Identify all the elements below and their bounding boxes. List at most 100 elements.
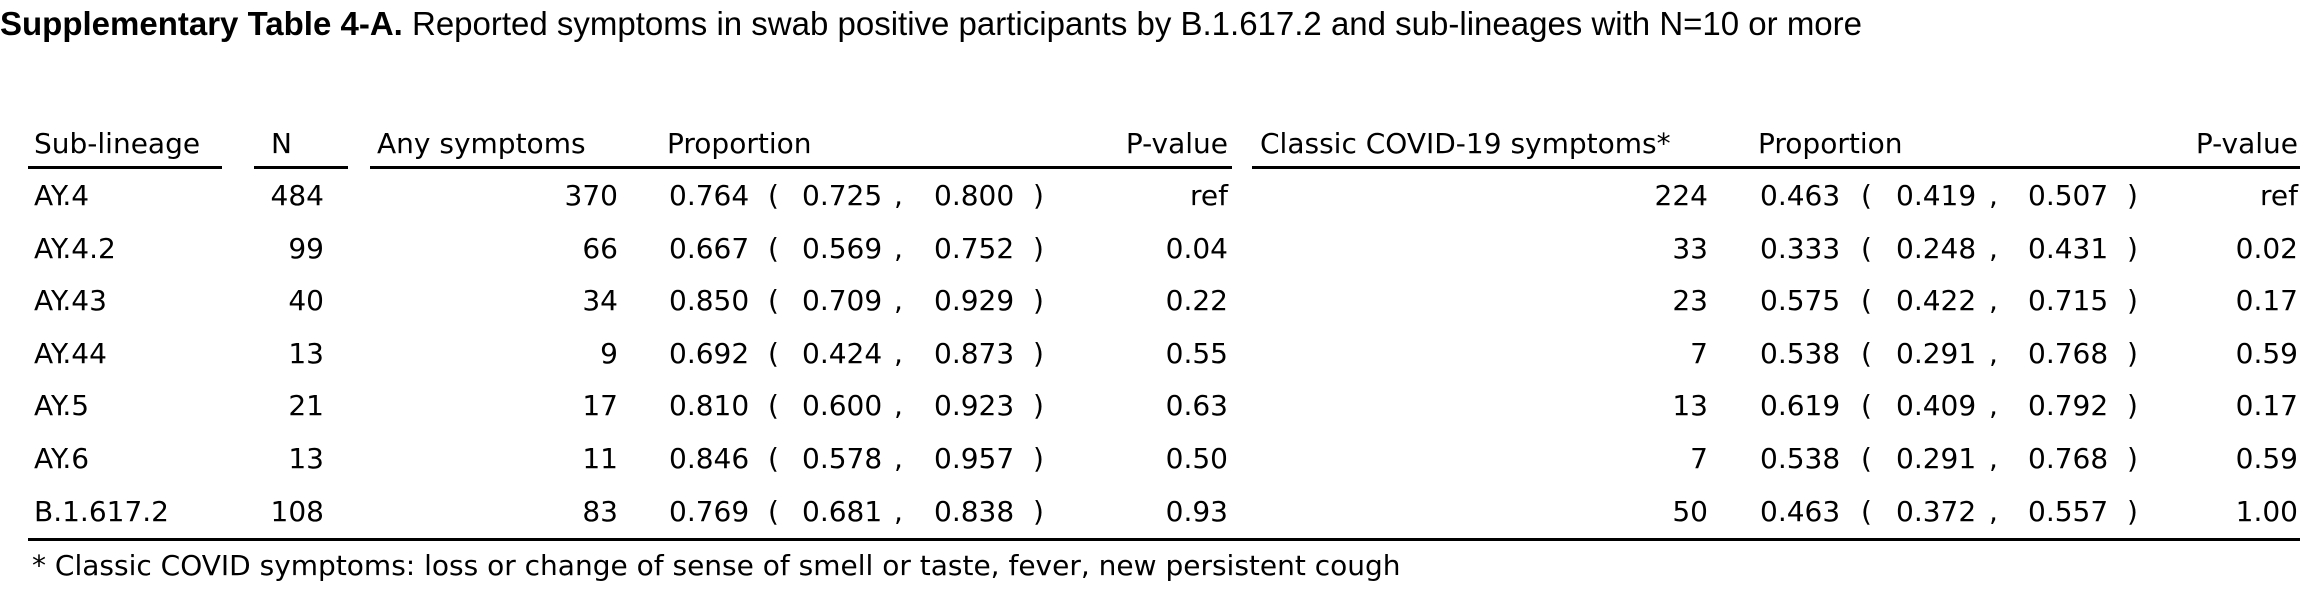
cell-sub-lineage: AY.44 [34,336,107,370]
cell-p-value-any: 0.63 [1165,389,1228,423]
cell-ci-upper-classic: 0.768 [2028,442,2109,475]
cell-classic-symptoms: 33 [1672,231,1708,265]
cell-sub-lineage: B.1.617.2 [34,494,169,528]
cell-p-value-any: 0.22 [1165,284,1228,318]
ci-close-paren: ) [2127,336,2138,370]
cell-n: 13 [288,336,324,370]
ci-separator: , [894,336,903,370]
ci-open-paren: ( [1861,179,1872,212]
cell-p-value-classic: 0.59 [2235,442,2298,475]
cell-any-symptoms: 17 [582,389,618,423]
footnote: * Classic COVID symptoms: loss or change… [32,549,1401,582]
cell-p-value-classic: 0.59 [2235,336,2298,370]
cell-n: 484 [270,179,324,212]
cell-any-symptoms: 9 [600,336,618,370]
ci-separator: , [894,284,903,318]
cell-classic-symptoms: 224 [1654,179,1708,212]
cell-proportion-any: 0.846 [669,442,750,475]
ci-close-paren: ) [2127,442,2138,475]
ci-open-paren: ( [768,336,779,370]
ci-separator: , [894,442,903,475]
header-rule-any [370,166,1232,169]
ci-open-paren: ( [768,494,779,528]
cell-ci-upper-classic: 0.507 [2028,179,2109,212]
ci-open-paren: ( [1861,284,1872,318]
cell-ci-upper-any: 0.752 [934,231,1015,265]
cell-sub-lineage: AY.4.2 [34,231,116,265]
ci-close-paren: ) [1033,336,1044,370]
ci-open-paren: ( [768,179,779,212]
ci-close-paren: ) [2127,284,2138,318]
cell-proportion-classic: 0.619 [1760,389,1841,423]
cell-ci-upper-any: 0.873 [934,336,1015,370]
cell-p-value-any: 0.93 [1165,494,1228,528]
ci-separator: , [894,389,903,423]
ci-close-paren: ) [1033,389,1044,423]
cell-proportion-classic: 0.463 [1760,179,1841,212]
header-sub-lineage: Sub-lineage [34,127,201,160]
cell-proportion-any: 0.850 [669,284,750,318]
ci-separator: , [1989,494,1998,528]
cell-proportion-classic: 0.575 [1760,284,1841,318]
cell-ci-lower-classic: 0.291 [1896,442,1977,475]
cell-p-value-classic: 0.17 [2235,284,2298,318]
cell-sub-lineage: AY.5 [34,389,90,423]
caption-label: Supplementary Table 4-A. [0,5,403,42]
symptoms-table: Sub-lineage N Any symptoms Proportion P-… [28,118,2300,600]
ci-separator: , [894,231,903,265]
caption-text: Reported symptoms in swab positive parti… [402,5,1862,42]
cell-proportion-any: 0.667 [669,231,750,265]
cell-p-value-any: ref [1190,179,1228,212]
ci-close-paren: ) [2127,494,2138,528]
cell-classic-symptoms: 23 [1672,284,1708,318]
header-rule-classic [1252,166,2300,169]
cell-ci-lower-classic: 0.291 [1896,336,1977,370]
cell-ci-upper-classic: 0.557 [2028,494,2109,528]
cell-p-value-classic: 0.02 [2235,231,2298,265]
cell-ci-upper-any: 0.800 [934,179,1015,212]
header-proportion-classic: Proportion [1758,127,1903,160]
cell-ci-lower-any: 0.709 [802,284,883,318]
cell-ci-upper-classic: 0.768 [2028,336,2109,370]
header-rule-n [254,166,348,169]
cell-any-symptoms: 83 [582,494,618,528]
cell-n: 40 [288,284,324,318]
cell-any-symptoms: 66 [582,231,618,265]
cell-p-value-classic: ref [2260,179,2298,212]
cell-classic-symptoms: 7 [1690,442,1708,475]
cell-ci-upper-classic: 0.431 [2028,231,2109,265]
cell-classic-symptoms: 50 [1672,494,1708,528]
cell-proportion-classic: 0.333 [1760,231,1841,265]
ci-close-paren: ) [1033,231,1044,265]
cell-ci-lower-any: 0.725 [802,179,883,212]
cell-p-value-any: 0.50 [1165,442,1228,475]
ci-separator: , [1989,179,1998,212]
cell-p-value-classic: 0.17 [2235,389,2298,423]
cell-ci-lower-classic: 0.409 [1896,389,1977,423]
cell-ci-upper-any: 0.929 [934,284,1015,318]
header-any-symptoms: Any symptoms [377,127,586,160]
cell-p-value-any: 0.55 [1165,336,1228,370]
cell-n: 21 [288,389,324,423]
ci-close-paren: ) [2127,179,2138,212]
ci-separator: , [1989,442,1998,475]
ci-close-paren: ) [2127,389,2138,423]
cell-proportion-any: 0.764 [669,179,750,212]
ci-separator: , [1989,336,1998,370]
cell-ci-lower-any: 0.424 [802,336,883,370]
ci-open-paren: ( [1861,442,1872,475]
ci-close-paren: ) [1033,284,1044,318]
cell-ci-lower-classic: 0.372 [1896,494,1977,528]
cell-classic-symptoms: 13 [1672,389,1708,423]
table-caption: Supplementary Table 4-A. Reported sympto… [0,4,1862,44]
cell-n: 13 [288,442,324,475]
cell-ci-lower-any: 0.681 [802,494,883,528]
ci-open-paren: ( [1861,494,1872,528]
cell-ci-upper-any: 0.838 [934,494,1015,528]
header-classic-symptoms: Classic COVID-19 symptoms* [1260,127,1671,160]
ci-close-paren: ) [2127,231,2138,265]
cell-p-value-classic: 1.00 [2235,494,2298,528]
cell-any-symptoms: 11 [582,442,618,475]
cell-ci-upper-any: 0.957 [934,442,1015,475]
ci-separator: , [894,179,903,212]
